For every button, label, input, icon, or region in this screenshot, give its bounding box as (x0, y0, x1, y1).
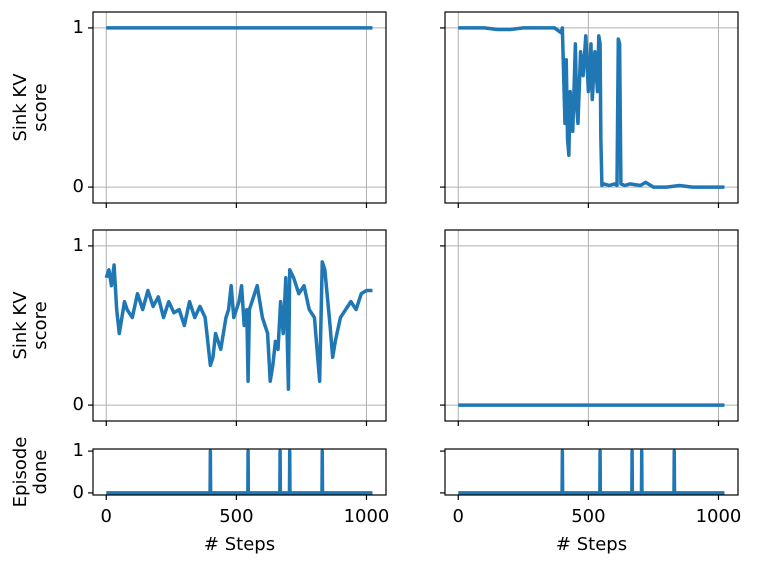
y-tick-label: 1 (73, 17, 84, 38)
y-axis-label: score (30, 301, 51, 349)
x-tick-label: 1000 (344, 506, 390, 527)
x-axis-label: # Steps (204, 534, 275, 555)
axes-frame (92, 11, 387, 204)
y-tick-label: 0 (73, 394, 84, 415)
x-tick-label: 0 (453, 506, 464, 527)
x-tick-label: 1000 (696, 506, 742, 527)
line-series (458, 449, 725, 495)
axes-frame (444, 229, 739, 422)
line-series (104, 260, 373, 391)
y-tick-label: 1 (73, 440, 84, 461)
y-axis-label: Sink KV (10, 73, 31, 142)
axes-frame (444, 11, 739, 204)
line-series (106, 449, 373, 495)
y-axis-label: Sink KV (10, 291, 31, 360)
y-axis-label: score (30, 83, 51, 131)
y-tick-label: 1 (73, 235, 84, 256)
x-tick-label: 0 (101, 506, 112, 527)
y-tick-label: 0 (73, 482, 84, 503)
axes-frame (92, 448, 387, 496)
line-series (458, 26, 725, 189)
x-axis-label: # Steps (556, 534, 627, 555)
axes-frame (444, 448, 739, 496)
y-axis-label: done (30, 450, 51, 495)
y-tick-label: 0 (73, 176, 84, 197)
axes-frame (92, 229, 387, 422)
y-axis-label: Episode (10, 437, 31, 508)
x-tick-label: 500 (571, 506, 605, 527)
x-tick-label: 500 (219, 506, 253, 527)
